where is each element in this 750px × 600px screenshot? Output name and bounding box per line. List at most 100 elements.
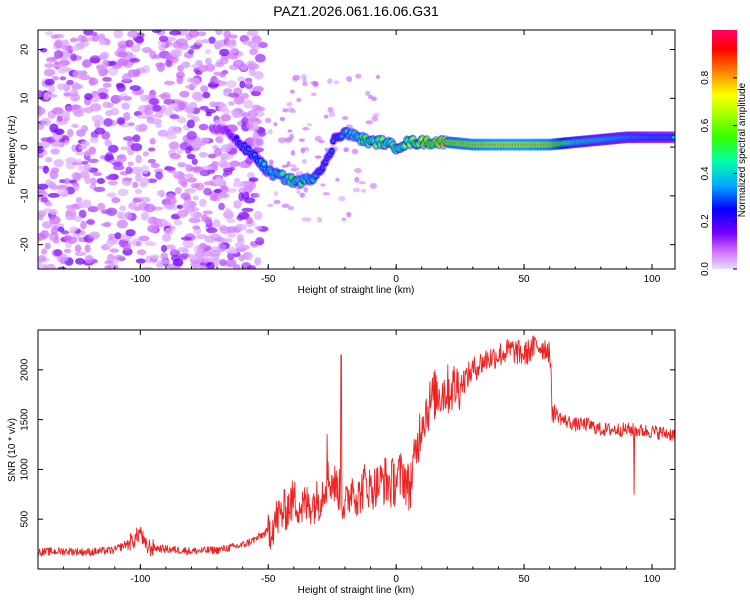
snr-series-line [38, 335, 675, 557]
noise-cell [149, 137, 156, 145]
noise-cell [49, 215, 61, 225]
noise-cell [218, 202, 225, 211]
noise-cell [258, 41, 268, 49]
noise-cell [241, 207, 254, 213]
noise-cell [148, 97, 160, 106]
colorbar-label: Normalized spectral amplitude [737, 82, 748, 217]
noise-cell [53, 159, 64, 168]
noise-cell [354, 176, 360, 183]
noise-cell [114, 49, 126, 58]
noise-cell [178, 176, 188, 186]
noise-cell [69, 53, 77, 62]
noise-cell [42, 165, 50, 174]
noise-cell [39, 191, 49, 198]
snr-xtick-label: 50 [519, 574, 531, 585]
noise-cell [209, 249, 221, 257]
noise-cell [116, 84, 126, 92]
noise-cell [130, 44, 141, 53]
noise-cell [264, 117, 272, 123]
noise-cell [97, 87, 109, 95]
noise-cell [112, 161, 124, 167]
noise-cell [105, 110, 113, 117]
noise-cell [71, 104, 80, 110]
noise-cell [282, 108, 289, 113]
noise-cell [243, 251, 254, 261]
noise-cell [40, 137, 53, 142]
noise-cell [223, 88, 233, 93]
noise-cell [327, 78, 333, 84]
noise-cell [38, 254, 47, 263]
noise-cell [121, 73, 132, 82]
noise-cell [186, 177, 197, 183]
noise-cell [174, 186, 182, 195]
noise-cell [228, 34, 238, 39]
noise-cell [61, 45, 71, 51]
noise-cell [151, 30, 162, 34]
noise-cell [346, 211, 352, 218]
signal-core [280, 172, 285, 177]
noise-cell [147, 147, 156, 152]
noise-cell [238, 211, 250, 220]
spectrogram-xlabel: Height of straight line (km) [298, 285, 415, 296]
noise-cell [226, 217, 236, 224]
noise-cell [103, 39, 111, 46]
noise-cell [38, 183, 49, 190]
noise-cell [116, 153, 127, 163]
noise-cell [163, 80, 176, 86]
noise-cell [149, 254, 160, 259]
noise-cell [206, 262, 215, 269]
noise-cell [72, 69, 82, 79]
noise-cell [38, 261, 43, 269]
noise-cell [155, 171, 163, 180]
noise-cell [150, 162, 160, 169]
noise-cell [351, 148, 359, 155]
noise-cell [221, 237, 233, 243]
noise-cell [228, 101, 235, 106]
noise-cell [80, 124, 89, 133]
noise-cell [65, 157, 77, 164]
snr-xtick-label: -50 [261, 574, 276, 585]
noise-cell [238, 254, 245, 262]
noise-cell [184, 84, 197, 90]
noise-cell [247, 109, 259, 118]
noise-cell [104, 260, 114, 265]
noise-cell [75, 158, 83, 164]
noise-cell [199, 105, 209, 111]
noise-cell [120, 95, 132, 101]
noise-cell [108, 66, 119, 76]
noise-cell [316, 216, 323, 223]
noise-cell [202, 210, 213, 215]
noise-cell [84, 93, 93, 100]
noise-cell [290, 89, 295, 94]
noise-cell [56, 188, 69, 196]
noise-cell [371, 115, 379, 122]
noise-cell [75, 196, 83, 204]
noise-cell [278, 137, 286, 144]
noise-cell [345, 75, 353, 82]
noise-cell [69, 37, 78, 43]
noise-cell [267, 203, 274, 208]
noise-cell [52, 225, 59, 231]
noise-cell [101, 222, 111, 227]
noise-cell [165, 133, 177, 140]
spectrogram-ytick-label: 20 [20, 44, 31, 56]
noise-cell [355, 73, 362, 79]
noise-cell [125, 229, 136, 237]
noise-cell [199, 264, 208, 269]
noise-cell [201, 257, 210, 264]
noise-cell [227, 252, 235, 261]
noise-cell [82, 107, 94, 114]
noise-cell [103, 117, 113, 127]
snr-ylabel: SNR (10 * v/v) [7, 418, 18, 482]
noise-cell [287, 107, 295, 113]
noise-cell [100, 209, 113, 215]
noise-cell [124, 211, 133, 221]
snr-xtick-label: 100 [644, 574, 661, 585]
noise-cell [194, 93, 204, 102]
noise-cell [144, 203, 156, 213]
noise-cell [142, 151, 149, 157]
noise-cell [109, 60, 117, 66]
snr-xlabel: Height of straight line (km) [298, 585, 415, 596]
noise-cell [104, 265, 112, 269]
noise-cell [176, 204, 184, 210]
